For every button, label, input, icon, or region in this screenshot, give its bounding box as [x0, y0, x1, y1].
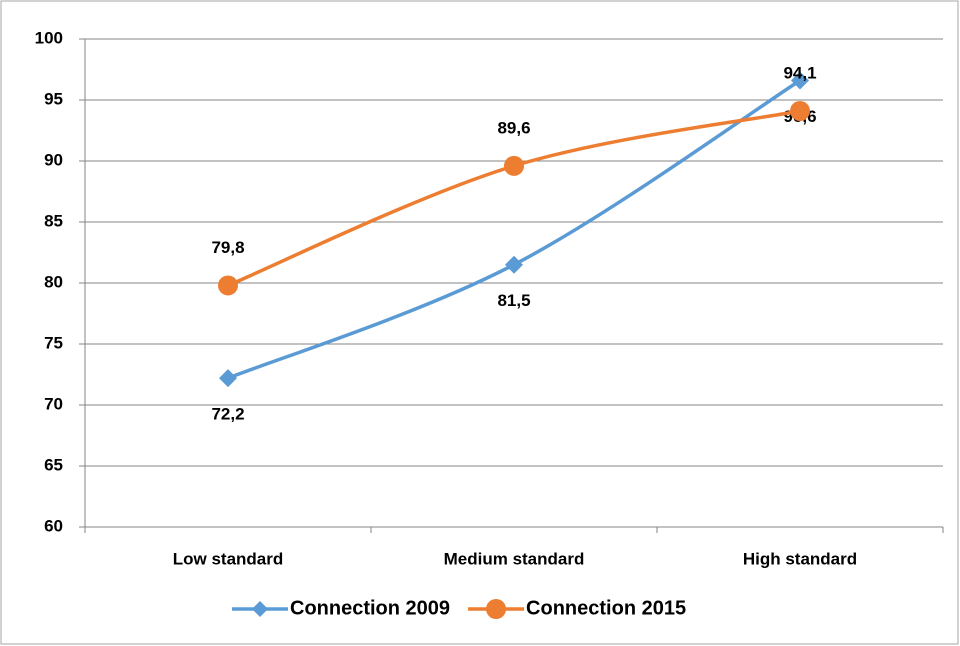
y-tick-label: 95	[44, 89, 63, 108]
y-tick-label: 65	[44, 455, 63, 474]
legend-marker	[486, 599, 507, 619]
point	[218, 275, 238, 296]
data-label: 79,8	[211, 238, 244, 257]
y-tick-label: 75	[44, 333, 63, 352]
y-tick-label: 85	[44, 211, 63, 230]
y-tick-label: 100	[35, 28, 63, 47]
data-label: 72,2	[211, 405, 244, 424]
legend-marker	[252, 601, 268, 617]
y-tick-label: 90	[44, 150, 63, 169]
y-tick-label: 70	[44, 394, 63, 413]
x-tick-label: High standard	[743, 549, 857, 568]
data-label: 81,5	[497, 291, 530, 310]
x-tick-label: Medium standard	[444, 549, 585, 568]
legend-label: Connection 2009	[290, 597, 450, 619]
y-tick-label: 80	[44, 272, 63, 291]
point	[505, 255, 523, 274]
point	[504, 155, 524, 176]
point	[790, 100, 810, 121]
data-label: 94,1	[783, 63, 816, 82]
point	[791, 71, 809, 90]
y-tick-label: 60	[44, 516, 63, 535]
legend-label: Connection 2015	[526, 597, 686, 619]
x-tick-label: Low standard	[173, 549, 284, 568]
data-label: 89,6	[497, 118, 530, 137]
point	[219, 369, 237, 388]
